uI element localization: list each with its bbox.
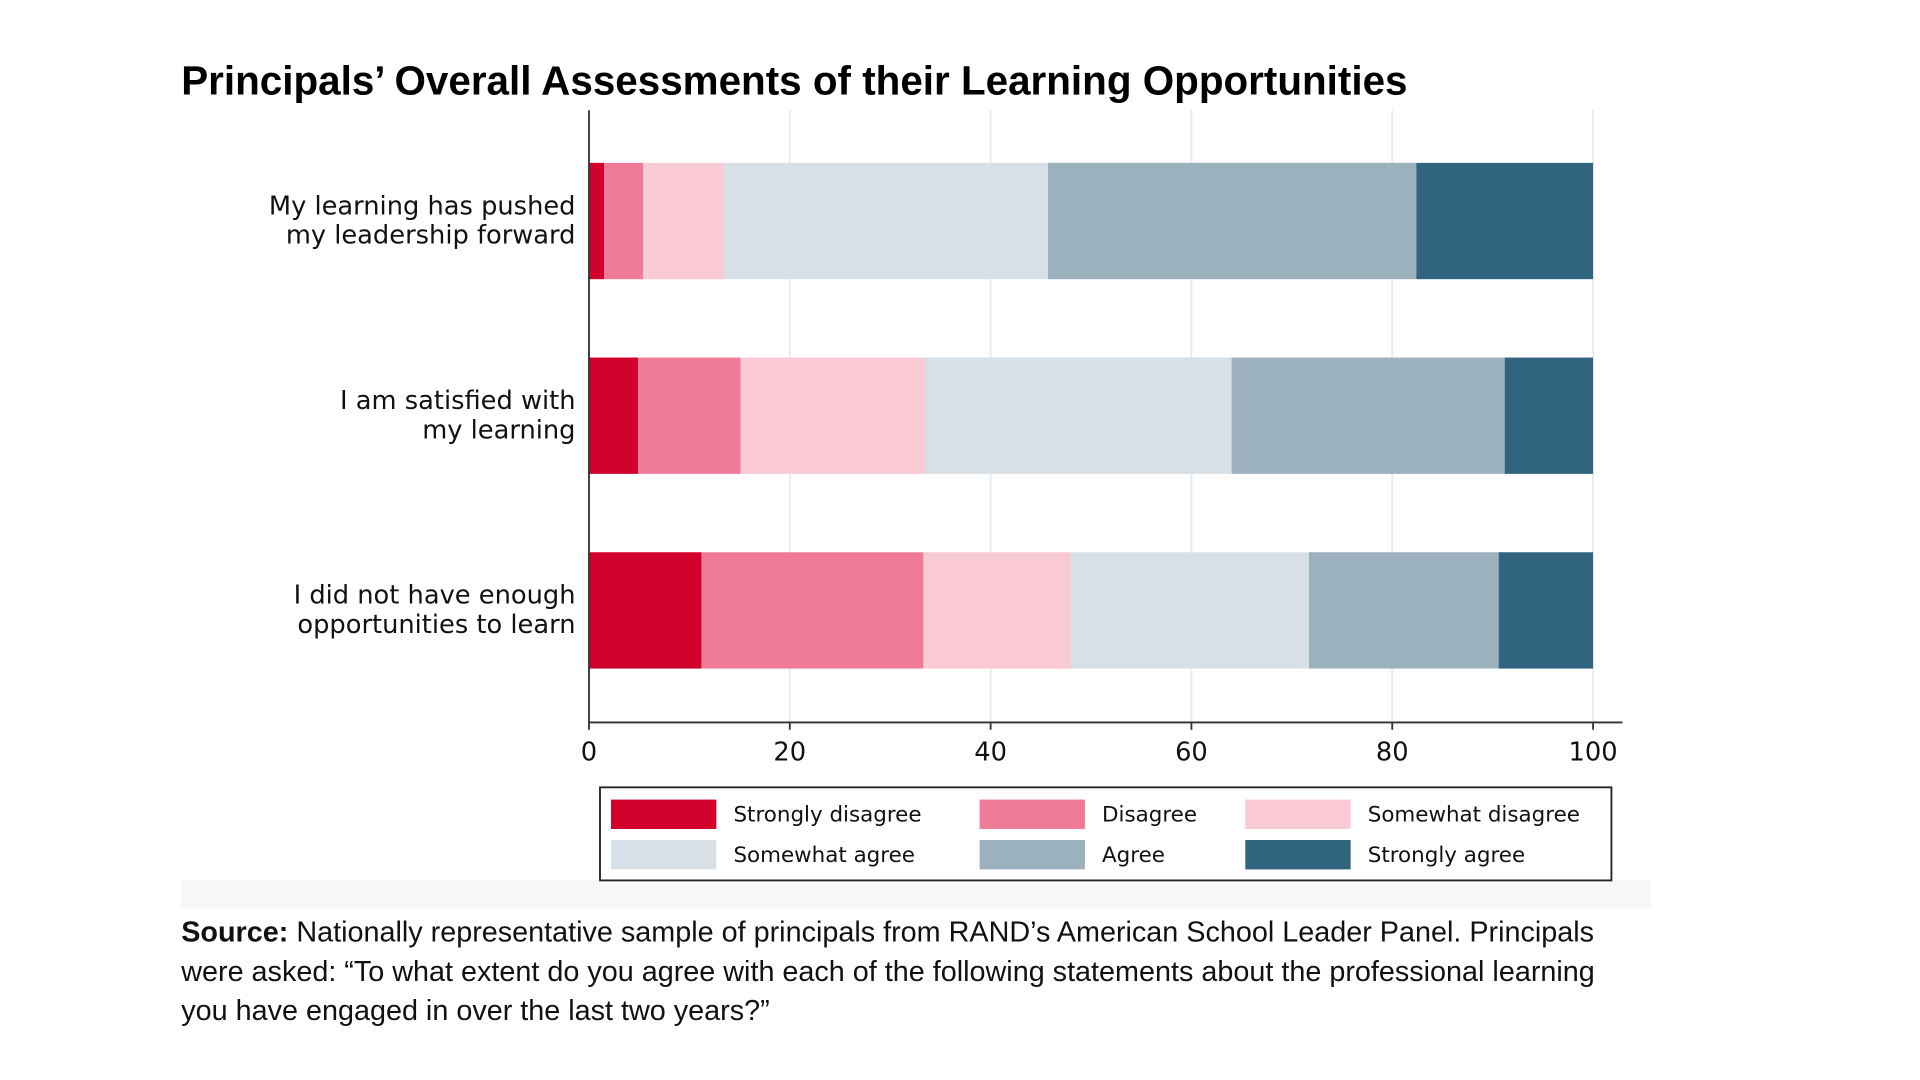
bar-segment-somewhat-disagree <box>740 357 926 474</box>
source-label: Source: <box>181 917 288 949</box>
bar-segment-strongly-disagree <box>588 552 702 669</box>
bars <box>588 162 1594 669</box>
chart-title: Principals’ Overall Assessments of their… <box>181 57 1407 103</box>
source-line-2: were asked: “To what extent do you agree… <box>180 956 1595 988</box>
x-tick-label: 80 <box>1376 737 1409 767</box>
svg-text:Source: Nationally representat: Source: Nationally representative sample… <box>181 917 1594 949</box>
source-note: Source: Nationally representative sample… <box>180 917 1595 1027</box>
x-tick-label: 20 <box>773 737 806 767</box>
bar-segment-disagree <box>701 552 924 669</box>
legend-label: Agree <box>1102 843 1165 868</box>
bar-segment-agree <box>1231 357 1505 474</box>
bar-segment-strongly-agree <box>1504 357 1594 474</box>
x-tick-label: 40 <box>974 737 1007 767</box>
bar-segment-strongly-agree <box>1498 552 1594 669</box>
legend-swatch <box>611 799 717 829</box>
bar-segment-strongly-agree <box>1416 162 1594 280</box>
bar-segment-somewhat-agree <box>1070 552 1309 669</box>
y-category-label: My learning has pushed <box>269 191 576 221</box>
y-category-label: my leadership forward <box>286 221 576 251</box>
bar-segment-disagree <box>604 162 644 280</box>
legend-swatch <box>979 799 1085 829</box>
bar-segment-strongly-disagree <box>588 357 639 474</box>
legend: Strongly disagree Disagree Somewhat disagr… <box>599 786 1613 882</box>
x-ticks: 0 20 40 60 80 100 <box>581 722 1618 767</box>
separator-band <box>181 880 1651 908</box>
y-category-label: I did not have enough <box>294 581 576 611</box>
y-category-label: my learning <box>422 415 575 445</box>
legend-swatch <box>1245 799 1351 829</box>
x-tick-label: 60 <box>1175 737 1208 767</box>
bar-segment-strongly-disagree <box>588 162 605 280</box>
bar-segment-disagree <box>638 357 741 474</box>
legend-label: Somewhat disagree <box>1368 803 1580 828</box>
legend-label: Strongly agree <box>1368 843 1525 868</box>
legend-label: Disagree <box>1102 803 1197 828</box>
source-line-3: you have engaged in over the last two ye… <box>181 995 769 1027</box>
legend-swatch <box>979 840 1085 870</box>
bar-segment-agree <box>1047 162 1417 280</box>
legend-label: Strongly disagree <box>733 803 921 828</box>
bar-segment-somewhat-disagree <box>923 552 1071 669</box>
x-tick-label: 0 <box>581 737 597 767</box>
legend-swatch <box>611 840 717 870</box>
bar-segment-somewhat-disagree <box>643 162 724 280</box>
legend-swatch <box>1245 840 1351 870</box>
legend-box <box>599 786 1613 882</box>
bar-segment-somewhat-agree <box>723 162 1048 280</box>
bar-segment-agree <box>1308 552 1499 669</box>
bar-segment-somewhat-agree <box>925 357 1232 474</box>
x-tick-label: 100 <box>1569 737 1618 767</box>
source-line-1: Nationally representative sample of prin… <box>288 917 1594 949</box>
y-category-label: I am satisfied with <box>340 386 575 416</box>
y-category-label: opportunities to learn <box>297 610 575 640</box>
legend-label: Somewhat agree <box>733 843 914 868</box>
